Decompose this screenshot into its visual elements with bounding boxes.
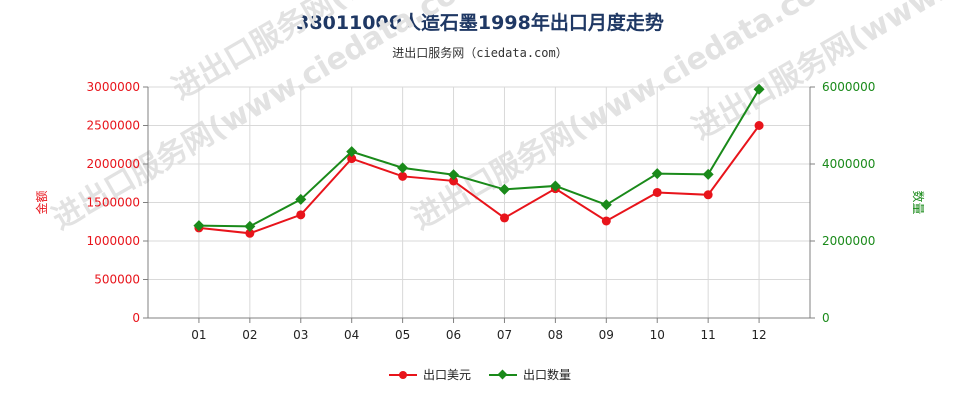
y-right-tick-label: 2000000 xyxy=(822,234,875,248)
data-point-qty xyxy=(397,162,409,174)
y-right-axis-title: 数量 xyxy=(911,190,926,214)
chart-legend: 出口美元 出口数量 xyxy=(0,366,960,383)
y-left-tick-label: 2000000 xyxy=(87,157,140,171)
data-point-usd xyxy=(652,187,662,197)
legend-label-usd: 出口美元 xyxy=(422,368,471,382)
x-tick-label: 02 xyxy=(242,328,257,342)
data-point-qty xyxy=(549,180,561,192)
y-left-tick-label: 1000000 xyxy=(87,234,140,248)
data-point-qty xyxy=(600,199,612,211)
series-line-usd xyxy=(198,124,760,235)
y-left-tick-label: 2500000 xyxy=(87,119,140,133)
x-tick-label: 11 xyxy=(701,328,716,342)
x-tick-label: 09 xyxy=(599,328,614,342)
y-left-axis-title: 金额 xyxy=(34,190,49,214)
x-tick-label: 01 xyxy=(191,328,206,342)
data-point-usd xyxy=(499,213,509,223)
y-left-tick-label: 500000 xyxy=(94,273,140,287)
x-tick-label: 04 xyxy=(344,328,359,342)
data-point-usd xyxy=(601,216,611,226)
data-point-usd xyxy=(245,228,255,238)
x-tick-label: 08 xyxy=(548,328,563,342)
legend-swatch-usd xyxy=(388,370,417,380)
data-point-usd xyxy=(449,176,459,186)
data-point-usd xyxy=(398,171,408,181)
data-point-qty xyxy=(346,146,358,158)
y-left-tick-label: 1500000 xyxy=(87,196,140,210)
legend-item-qty[interactable]: 出口数量 xyxy=(489,366,571,383)
data-point-qty xyxy=(244,220,256,232)
watermark-text: 进出口服务网(www.ciedata.com) xyxy=(407,0,863,237)
data-point-qty xyxy=(651,168,663,180)
y-right-tick-label: 4000000 xyxy=(822,157,875,171)
y-left-tick-label: 0 xyxy=(132,311,140,325)
data-point-qty xyxy=(498,183,510,195)
legend-label-qty: 出口数量 xyxy=(523,368,572,382)
series-line-qty xyxy=(198,88,760,228)
data-point-qty xyxy=(753,83,765,95)
legend-swatch-qty xyxy=(489,369,517,380)
data-point-qty xyxy=(295,193,307,205)
data-point-usd xyxy=(347,154,357,164)
y-right-tick-label: 0 xyxy=(822,311,830,325)
y-left-tick-label: 3000000 xyxy=(87,80,140,94)
x-tick-label: 05 xyxy=(395,328,410,342)
x-tick-label: 06 xyxy=(446,328,461,342)
legend-item-usd[interactable]: 出口美元 xyxy=(388,366,471,383)
x-tick-label: 07 xyxy=(497,328,512,342)
data-point-usd xyxy=(703,190,713,200)
data-point-qty xyxy=(193,220,205,232)
x-tick-label: 03 xyxy=(293,328,308,342)
chart-title: 38011000人造石墨1998年出口月度走势 xyxy=(296,12,664,34)
x-tick-label: 10 xyxy=(650,328,665,342)
chart-subtitle: 进出口服务网（ciedata.com） xyxy=(392,46,568,60)
data-point-usd xyxy=(754,121,764,130)
data-point-qty xyxy=(448,169,460,181)
data-point-qty xyxy=(702,168,714,180)
y-right-tick-label: 6000000 xyxy=(822,80,875,94)
x-tick-label: 12 xyxy=(751,328,766,342)
data-point-usd xyxy=(296,210,306,220)
